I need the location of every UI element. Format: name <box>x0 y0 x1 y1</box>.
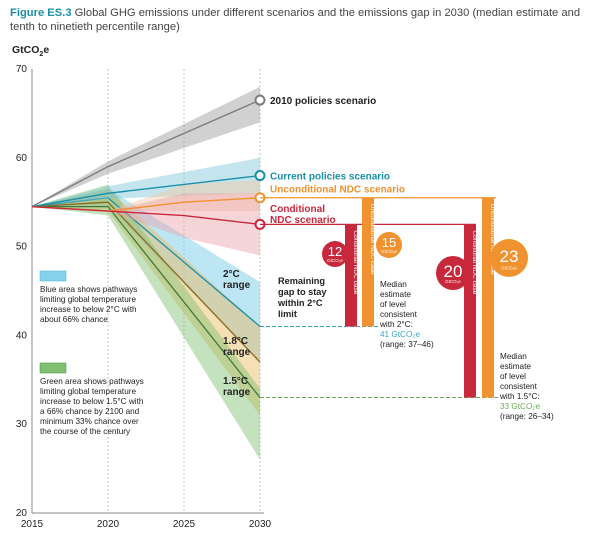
label-18c-range-line-0: 1.8°C <box>223 336 248 347</box>
x-tick-label-2030: 2030 <box>249 519 272 530</box>
legend-green-swatch <box>39 362 67 374</box>
remaining-gap-note-line-0: Remaining <box>278 276 325 286</box>
median-2c-note-line-3: consistent <box>380 310 418 319</box>
label-2c-range-line-1: range <box>223 280 251 291</box>
y-tick-label-40: 40 <box>16 330 28 341</box>
label-15c-range-line-1: range <box>223 387 251 398</box>
gap-circle-3 <box>490 239 528 277</box>
scenario-end-marker-1 <box>254 170 266 182</box>
y-axis-label: GtCO2e <box>12 44 50 59</box>
y-tick-label-70: 70 <box>16 64 28 75</box>
median-15c-note-line-4: with 1.5°C: <box>499 392 540 401</box>
pathway-band-1 <box>32 188 260 416</box>
pathway-median-line-1 <box>31 201 261 363</box>
legend-green-text-line-4: minimum 33% chance over <box>40 417 139 426</box>
median-15c-value: 33 GtCO₂e <box>500 402 540 411</box>
gap-circle-unit-2: GtCO₂e <box>445 279 461 284</box>
median-2c-range: (range: 37–46) <box>380 340 434 349</box>
gap-circle-unit-1: GtCO₂e <box>381 249 397 254</box>
x-tick-label-2025: 2025 <box>173 519 196 530</box>
pathway-median-line-2 <box>32 205 261 398</box>
x-tick-label-2015: 2015 <box>21 519 44 530</box>
legend-green-text-line-0: Green area shows pathways <box>40 377 144 386</box>
gap-circle-value-0: 12 <box>328 244 342 259</box>
median-15c-range: (range: 26–34) <box>500 412 554 421</box>
gap-circle-2 <box>436 256 470 290</box>
gap-bar-label-3: Unconditional NDC case <box>489 204 496 275</box>
label-conditional-ndc-line-0: Conditional <box>270 204 325 215</box>
gap-bar-1 <box>362 197 374 327</box>
scenario-line-3 <box>31 205 261 226</box>
figure-title: Figure ES.3 Global GHG emissions under d… <box>10 6 595 34</box>
y-tick-label-50: 50 <box>16 242 28 253</box>
scenario-band-3 <box>32 193 260 256</box>
legend-blue-text-line-0: Blue area shows pathways <box>40 285 137 294</box>
legend-green-text-line-5: the course of the century <box>40 427 131 436</box>
label-2c-range-line-0: 2°C <box>223 269 240 280</box>
pathway-median-line-0 <box>31 197 261 328</box>
remaining-gap-note-line-2: within 2°C <box>277 298 323 308</box>
gap-bar-0 <box>345 224 357 327</box>
median-15c-note-line-2: of level <box>500 372 526 381</box>
scenario-band-2 <box>32 180 260 212</box>
scenario-band-1 <box>32 157 260 207</box>
median-15c-note-line-3: consistent <box>500 382 538 391</box>
y-tick-label-30: 30 <box>16 419 28 430</box>
gap-bar-3 <box>482 197 494 398</box>
median-2c-note-line-2: of level <box>380 300 406 309</box>
y-tick-label-60: 60 <box>16 153 28 164</box>
scenario-line-1 <box>31 174 261 208</box>
median-2c-note-line-4: with 2°C: <box>379 320 413 329</box>
gap-bar-label-2: Conditional NDC case <box>471 230 478 294</box>
median-2c-value: 41 GtCO₂e <box>380 330 420 339</box>
gap-circle-0 <box>322 241 348 267</box>
scenario-end-marker-0 <box>254 94 266 106</box>
label-current-policies: Current policies scenario <box>270 172 390 183</box>
label-15c-range-line-0: 1.5°C <box>223 376 248 387</box>
gap-circle-value-1: 15 <box>382 235 396 250</box>
median-15c-note-line-1: estimate <box>500 362 531 371</box>
pathway-band-2 <box>32 184 260 460</box>
median-2c-note-line-0: Median <box>380 280 407 289</box>
gap-bar-label-0: Conditional NDC case <box>352 230 359 294</box>
legend-blue-text-line-1: limiting global temperature <box>40 295 136 304</box>
legend-green-text-line-3: a 66% chance by 2100 and <box>40 407 140 416</box>
median-2c-note-line-1: estimate <box>380 290 411 299</box>
legend-blue-text-line-2: increase to below 2°C with <box>40 305 137 314</box>
legend-green-text-line-2: increase to below 1.5°C with <box>40 397 144 406</box>
gap-circle-1 <box>376 232 402 258</box>
y-tick-label-20: 20 <box>16 508 28 519</box>
gap-bar-label-1: Unconditional NDC case <box>369 204 376 275</box>
remaining-gap-note-line-3: limit <box>278 309 297 319</box>
figure-title-text: Global GHG emissions under different sce… <box>10 7 581 33</box>
figure-label: Figure ES.3 <box>10 7 72 19</box>
gap-circle-unit-0: GtCO₂e <box>327 258 343 263</box>
label-unconditional-ndc: Unconditional NDC scenario <box>270 185 405 196</box>
label-2010-policies: 2010 policies scenario <box>270 96 376 107</box>
gap-circle-value-3: 23 <box>500 247 519 266</box>
gap-circle-unit-3: GtCO₂e <box>501 265 517 270</box>
legend-blue-text-line-3: about 66% chance <box>40 315 108 324</box>
label-18c-range-line-1: range <box>223 347 251 358</box>
legend-green-text-line-1: limiting global temperature <box>40 387 136 396</box>
median-15c-note-line-0: Median <box>500 352 527 361</box>
scenario-line-0 <box>31 99 261 208</box>
x-tick-label-2020: 2020 <box>97 519 120 530</box>
label-conditional-ndc-line-1: NDC scenario <box>270 215 336 226</box>
remaining-gap-note-line-1: gap to stay <box>278 287 327 297</box>
legend-blue-swatch <box>39 270 67 282</box>
gap-circle-value-2: 20 <box>444 262 463 281</box>
